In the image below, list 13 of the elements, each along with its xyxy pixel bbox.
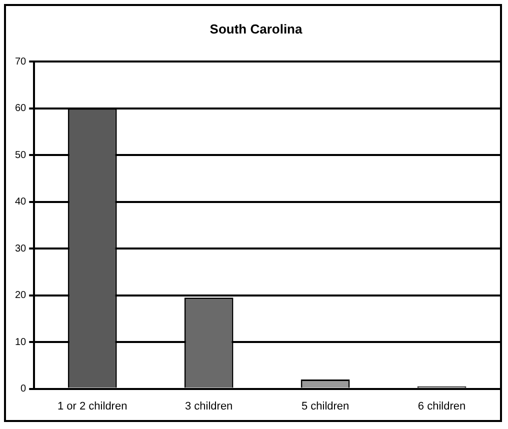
- x-tick-label: 3 children: [184, 400, 233, 412]
- y-tick-label: 60: [15, 103, 27, 114]
- x-tick-label: 1 or 2 children: [58, 400, 128, 412]
- y-tick-label: 10: [15, 336, 27, 348]
- y-tick-label: 70: [15, 56, 27, 68]
- y-tick-label: 50: [15, 150, 27, 161]
- y-tick-label: 0: [20, 384, 27, 395]
- x-tick-label: 6 children: [418, 400, 466, 412]
- y-tick-label: 20: [15, 290, 27, 302]
- y-tick-label: 40: [15, 196, 27, 208]
- chart-title: South Carolina: [210, 21, 303, 36]
- y-tick-label: 30: [15, 243, 27, 254]
- x-tick-label: 5 children: [301, 400, 350, 412]
